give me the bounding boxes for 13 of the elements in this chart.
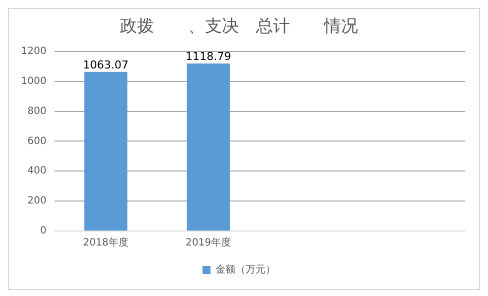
legend-label: 金额（万元）: [216, 264, 276, 276]
chart-title: 政拨 、支决 总计 情况: [120, 16, 358, 37]
x-tick-label: 2019年度: [186, 236, 232, 249]
x-tick-label: 2018年度: [83, 236, 128, 249]
y-tick-label: 600: [27, 136, 46, 147]
y-tick-label: 400: [27, 166, 46, 177]
y-tick-label: 800: [27, 106, 46, 117]
data-label: 1063.07: [83, 58, 129, 72]
y-tick-label: 0: [40, 226, 46, 237]
y-tick-label: 1000: [20, 76, 46, 87]
y-tick-label: 1200: [20, 46, 46, 57]
data-label: 1118.79: [186, 50, 232, 63]
y-tick-label: 200: [27, 196, 46, 207]
